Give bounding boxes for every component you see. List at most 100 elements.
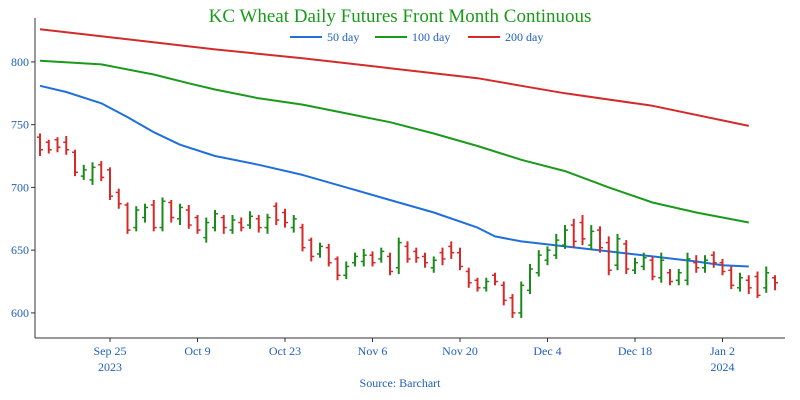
y-tick-label: 650	[11, 243, 29, 257]
ohlc-bar	[500, 281, 507, 306]
moving-average-lines	[39, 28, 750, 268]
ohlc-bar	[177, 203, 183, 226]
ohlc-bar	[229, 215, 236, 234]
ohlc-bar	[772, 275, 778, 291]
ohlc-bar	[378, 247, 385, 263]
x-tick-label: Oct 23	[269, 344, 301, 358]
ohlc-bar	[45, 139, 52, 154]
ohlc-bar	[422, 252, 428, 268]
ohlc-bar	[352, 252, 358, 267]
ohlc-bar	[728, 266, 735, 290]
x-tick-label: Dec 4	[533, 344, 561, 358]
series-line-100-day	[39, 59, 749, 224]
ohlc-bar	[98, 161, 105, 182]
ohlc-bar	[667, 268, 673, 286]
ohlc-bar	[465, 267, 472, 288]
x-tick-year: 2024	[711, 360, 735, 374]
ohlc-bar	[255, 215, 262, 233]
ohlc-bar	[562, 225, 568, 249]
ohlc-bar	[509, 294, 516, 318]
ohlc-bar	[588, 225, 595, 251]
ohlc-bar	[273, 202, 280, 226]
ohlc-bar	[150, 199, 157, 232]
ohlc-bar	[290, 215, 297, 233]
ohlc-bar	[115, 188, 122, 209]
ohlc-bar	[142, 203, 148, 223]
ohlc-bar	[719, 258, 726, 276]
chart-title: KC Wheat Daily Futures Front Month Conti…	[209, 6, 592, 27]
ohlc-bar	[54, 137, 61, 153]
ohlc-bar	[369, 251, 376, 267]
x-tick-label: Nov 20	[442, 344, 478, 358]
ohlc-bar	[754, 271, 761, 298]
ohlc-bar	[124, 202, 131, 234]
y-tick-label: 600	[11, 306, 29, 320]
y-tick-label: 800	[11, 55, 29, 69]
ohlc-bar	[553, 233, 560, 259]
x-tick-label: Dec 18	[618, 344, 652, 358]
y-tick-labels: 600 650 700 750 800	[11, 55, 35, 320]
ohlc-bar	[203, 217, 210, 243]
ohlc-bar	[133, 206, 140, 232]
ohlc-bar	[37, 133, 43, 157]
ohlc-bar	[194, 215, 201, 234]
ohlc-bar	[675, 268, 682, 286]
y-tick-label: 750	[11, 118, 29, 132]
y-tick-label: 700	[11, 180, 29, 194]
ohlc-bar	[325, 243, 332, 267]
ohlc-bar	[89, 162, 96, 185]
ohlc-bar	[763, 266, 770, 293]
ohlc-bar	[395, 237, 402, 274]
ohlc-bar	[247, 211, 253, 229]
ohlc-bar	[212, 210, 218, 232]
ohlc-bar	[597, 226, 603, 253]
ohlc-bar	[535, 250, 542, 277]
ohlc-bar	[80, 164, 87, 180]
x-tick-label: Nov 6	[358, 344, 388, 358]
price-bars	[37, 133, 778, 318]
series-line-200-day	[39, 28, 750, 127]
ohlc-bar	[63, 135, 70, 155]
ohlc-bar	[745, 275, 752, 295]
ohlc-bar	[614, 233, 621, 271]
ohlc-bar	[220, 215, 227, 234]
x-tick-label: Oct 9	[184, 344, 210, 358]
ohlc-bar	[710, 251, 717, 268]
legend-label: 50 day	[327, 30, 359, 44]
ohlc-bar	[168, 199, 175, 223]
ohlc-bar	[317, 242, 323, 258]
ohlc-bar	[544, 246, 551, 266]
ohlc-bar	[387, 252, 393, 276]
series-line-50-day	[39, 84, 749, 268]
ohlc-bar	[360, 248, 367, 267]
ohlc-bar	[404, 241, 411, 263]
ohlc-bar	[448, 241, 455, 259]
ohlc-bar	[693, 255, 700, 273]
ohlc-bar	[579, 215, 586, 246]
ohlc-bar	[72, 149, 78, 177]
ohlc-bar	[483, 277, 490, 292]
chart-source: Source: Barchart	[360, 376, 442, 390]
legend-item-1: 50 day	[290, 30, 359, 44]
x-tick-labels: Sep 25 2023 Oct 9 Oct 23 Nov 6 Nov 20 Dec 4 Dec…	[94, 338, 735, 374]
ohlc-bar	[299, 223, 306, 252]
ohlc-bar	[605, 236, 612, 276]
ohlc-bar	[702, 255, 708, 273]
ohlc-bar	[474, 277, 481, 292]
ohlc-bar	[623, 240, 630, 274]
legend-label: 200 day	[505, 30, 543, 44]
ohlc-bar	[632, 257, 638, 274]
ohlc-bar	[457, 247, 463, 271]
ohlc-bar	[518, 281, 525, 318]
ohlc-bar	[282, 208, 288, 228]
ohlc-bar	[649, 256, 656, 281]
ohlc-bar	[737, 272, 743, 292]
ohlc-bar	[527, 263, 533, 295]
x-tick-label: Jan 2	[710, 344, 735, 358]
ohlc-bar	[308, 237, 315, 262]
legend-item-3: 200 day	[468, 30, 543, 44]
ohlc-bar	[343, 261, 350, 280]
ohlc-bar	[492, 272, 498, 286]
